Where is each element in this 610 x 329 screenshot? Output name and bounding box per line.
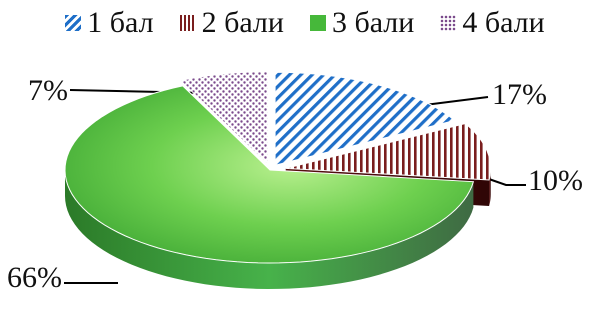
legend-item: 1 бал [65,6,154,40]
data-labels: 17% 10% 66% 7% [7,74,583,294]
legend-label: 3 бали [331,6,415,39]
pie-slice [179,71,269,166]
legend-label: 1 бал [87,6,154,39]
pie-slice [285,123,492,181]
leader-line [485,177,526,186]
pie-slice [274,71,456,166]
legend-item: 4 бали [440,6,545,40]
chart-legend: 1 бал 2 бали 3 бали 4 бали [0,4,610,42]
legend-label: 4 бали [462,6,545,39]
legend-swatch [440,15,457,31]
legend-item: 3 бали [309,6,415,40]
legend-swatch [65,15,82,31]
pie-slice-side [65,170,474,289]
pie-slices [64,71,492,264]
legend-swatch [179,15,196,31]
legend-swatch [309,15,326,31]
data-label: 7% [28,74,68,107]
legend-item: 2 бали [179,6,284,40]
legend-label: 2 бали [201,6,284,39]
data-label: 66% [7,261,62,294]
pie-slice-side [489,168,491,207]
data-label: 17% [492,78,547,111]
pie-slice [64,85,475,264]
data-label: 10% [528,164,583,197]
